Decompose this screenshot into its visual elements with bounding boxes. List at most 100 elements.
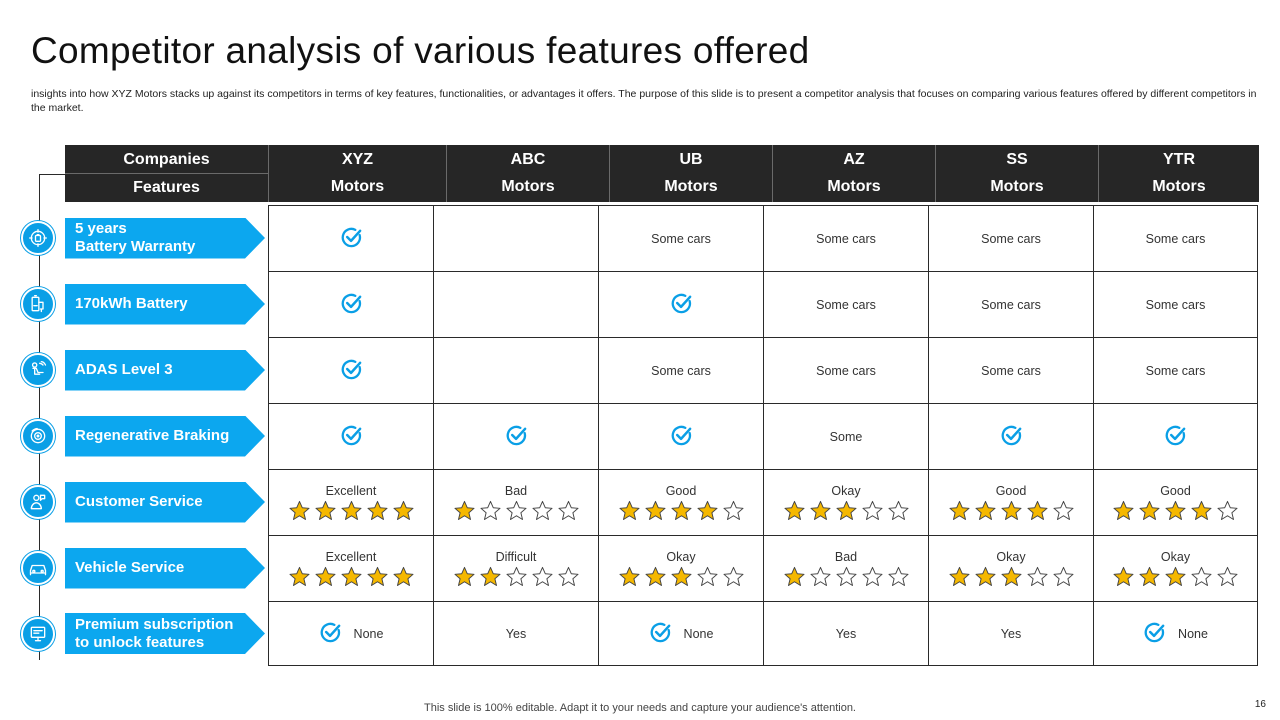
feature-line-2: Battery Warranty (75, 238, 196, 255)
star-filled-icon (644, 500, 667, 521)
star-filled-icon (1190, 500, 1213, 521)
grid-cell: Okay (599, 536, 764, 602)
star-empty-icon (835, 566, 858, 587)
company-header-0: XYZ Motors (268, 145, 446, 202)
customer-service-icon (21, 485, 55, 519)
grid-cell (434, 338, 599, 404)
star-rating (783, 566, 910, 587)
grid-cell: Some cars (929, 338, 1094, 404)
company-name: SS (1006, 151, 1028, 168)
cell-text: Yes (505, 626, 527, 641)
page-number: 16 (1254, 699, 1266, 710)
star-filled-icon (1138, 500, 1161, 521)
star-filled-icon (835, 500, 858, 521)
company-header-row: XYZ Motors ABC Motors UB Motors AZ Motors SS Moto… (268, 145, 1259, 202)
star-empty-icon (861, 500, 884, 521)
grid-cell: Difficult (434, 536, 599, 602)
star-rating (618, 566, 745, 587)
star-filled-icon (948, 566, 971, 587)
feature-line-1: Customer Service (75, 493, 203, 510)
features-label: Features (133, 179, 200, 196)
cell-text: Some cars (981, 363, 1041, 378)
star-rating (288, 500, 415, 521)
star-filled-icon (618, 566, 641, 587)
star-filled-icon (1112, 566, 1135, 587)
star-empty-icon (1026, 566, 1049, 587)
cell-text: Some cars (1145, 363, 1206, 378)
grid-cell: Some cars (599, 338, 764, 404)
star-filled-icon (974, 566, 997, 587)
brake-disc-icon (21, 419, 55, 453)
cell-text: Some cars (816, 363, 876, 378)
star-filled-icon (783, 566, 806, 587)
feature-line-1: Regenerative Braking (75, 427, 230, 444)
rating-label: Excellent (325, 484, 377, 498)
company-header-3: AZ Motors (772, 145, 935, 202)
rating-label: Good (665, 484, 697, 498)
star-filled-icon (1164, 500, 1187, 521)
company-name: YTR (1163, 151, 1195, 168)
rating-label: Difficult (495, 550, 537, 564)
star-empty-icon (1216, 500, 1239, 521)
star-empty-icon (1190, 566, 1213, 587)
star-filled-icon (948, 500, 971, 521)
comparison-grid: Some cars Some cars Some cars Some cars Some… (268, 205, 1258, 666)
star-empty-icon (1216, 566, 1239, 587)
check-icon (1000, 424, 1023, 450)
star-empty-icon (557, 500, 580, 521)
grid-cell: Good (599, 470, 764, 536)
star-filled-icon (1112, 500, 1135, 521)
star-empty-icon (1052, 500, 1075, 521)
feature-label-3: Regenerative Braking (65, 415, 265, 457)
star-rating (948, 500, 1075, 521)
company-name: UB (679, 151, 703, 168)
grid-cell: Excellent (269, 536, 434, 602)
cell-text: Some cars (981, 297, 1041, 312)
feature-label-1: 170kWh Battery (65, 283, 265, 325)
grid-cell: Some cars (764, 206, 929, 272)
star-empty-icon (531, 566, 554, 587)
feature-label-0: 5 years Battery Warranty (65, 217, 265, 259)
star-empty-icon (557, 566, 580, 587)
cell-text: Some cars (981, 231, 1041, 246)
star-filled-icon (1164, 566, 1187, 587)
feature-line-1: ADAS Level 3 (75, 361, 173, 378)
star-rating (1112, 566, 1239, 587)
check-icon (340, 424, 363, 450)
star-rating (948, 566, 1075, 587)
slide-subtitle: insights into how XYZ Motors stacks up a… (31, 88, 1257, 114)
star-empty-icon (887, 500, 910, 521)
company-name: AZ (843, 151, 865, 168)
star-filled-icon (314, 566, 337, 587)
grid-cell: Some cars (929, 206, 1094, 272)
rating-label: Excellent (325, 550, 377, 564)
star-filled-icon (1000, 566, 1023, 587)
grid-cell: Bad (434, 470, 599, 536)
star-filled-icon (783, 500, 806, 521)
grid-cell: None (269, 602, 434, 665)
grid-cell (929, 404, 1094, 470)
grid-cell (434, 206, 599, 272)
rating-label: Okay (1160, 550, 1191, 564)
company-suffix: Motors (501, 178, 555, 195)
star-filled-icon (340, 500, 363, 521)
feature-label-4: Customer Service (65, 481, 265, 523)
feature-line-2: to unlock features (75, 633, 205, 651)
check-icon (670, 424, 693, 450)
cell-text: None (683, 626, 714, 641)
timeline-connector (39, 174, 65, 175)
grid-cell: Some cars (1094, 206, 1257, 272)
star-filled-icon (644, 566, 667, 587)
check-icon (1143, 621, 1166, 647)
company-header-4: SS Motors (935, 145, 1098, 202)
company-suffix: Motors (990, 178, 1044, 195)
grid-cell: Yes (434, 602, 599, 665)
grid-cell: Some cars (1094, 272, 1257, 338)
star-empty-icon (722, 500, 745, 521)
star-rating (783, 500, 910, 521)
battery-warranty-icon (21, 221, 55, 255)
check-icon (340, 358, 363, 384)
cell-text: Some cars (651, 231, 711, 246)
star-filled-icon (314, 500, 337, 521)
star-filled-icon (696, 500, 719, 521)
